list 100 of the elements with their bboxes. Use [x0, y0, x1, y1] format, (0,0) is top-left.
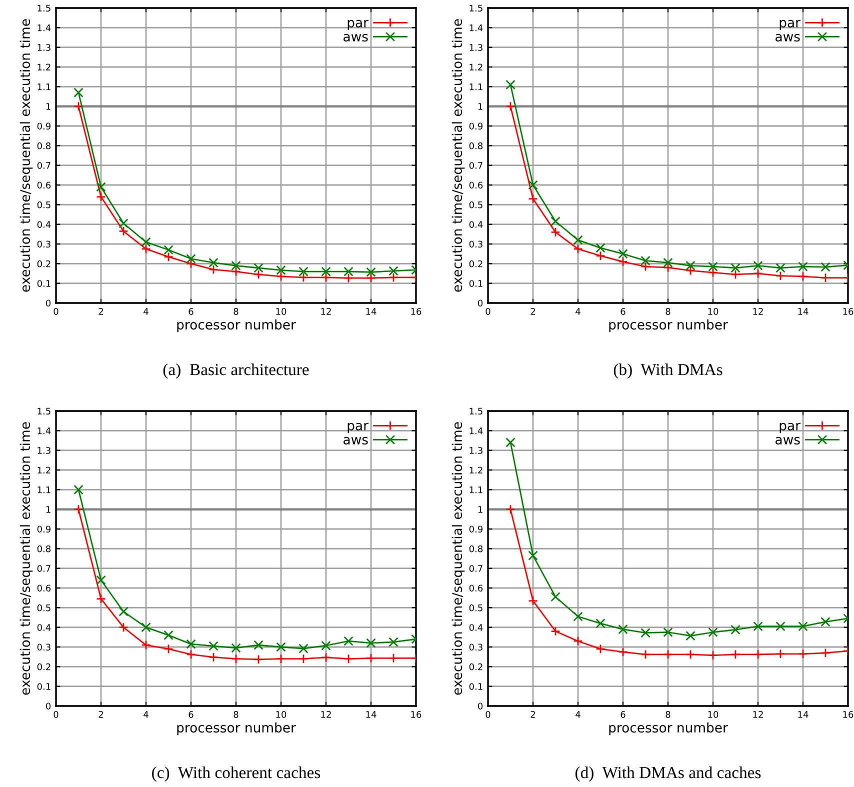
- point: [388, 272, 398, 282]
- point: [686, 650, 696, 660]
- point: [164, 252, 174, 262]
- point: [344, 273, 354, 283]
- point: [388, 637, 398, 647]
- point: [366, 267, 376, 277]
- point: [96, 182, 106, 192]
- point: [186, 254, 196, 264]
- x-tick-label: 6: [188, 711, 194, 718]
- point: [753, 650, 763, 660]
- point: [730, 624, 740, 635]
- y-tick-label: 0.7: [37, 162, 50, 169]
- point: [663, 262, 673, 272]
- y-axis-title: execution time/sequential execution time: [452, 422, 465, 695]
- y-tick-label: 0: [478, 300, 483, 307]
- point: [550, 592, 560, 602]
- point: [573, 636, 583, 646]
- point: [640, 256, 650, 266]
- point: [506, 504, 516, 514]
- x-tick-label: 10: [276, 308, 286, 315]
- point: [388, 266, 398, 276]
- point: [618, 647, 628, 657]
- y-tick-label: 1: [478, 103, 482, 110]
- y-tick-label: 0.6: [37, 182, 51, 189]
- y-axis-title: execution time/sequential execution time: [20, 422, 33, 695]
- point: [663, 258, 673, 268]
- text: (a) Basic architecture: [163, 363, 309, 379]
- y-tick-label: 1.4: [38, 428, 51, 434]
- point: [506, 438, 516, 448]
- point: [298, 654, 308, 664]
- point: [141, 237, 151, 247]
- point: [528, 180, 538, 190]
- x-tick-label: 4: [576, 308, 580, 315]
- point: [276, 272, 286, 282]
- legend-label: par: [348, 422, 368, 434]
- y-tick-label: 0.1: [469, 683, 482, 690]
- point: [776, 271, 786, 281]
- x-tick-label: 12: [753, 308, 763, 315]
- x-axis-title: processor number: [177, 722, 296, 736]
- y-tick-label: 1.3: [470, 447, 482, 454]
- y-tick-label: 0.5: [37, 604, 50, 612]
- x-tick-label: 14: [366, 711, 376, 718]
- y-tick-label: 0.6: [469, 182, 483, 189]
- point: [118, 606, 128, 616]
- y-tick-label: 0.3: [469, 240, 482, 248]
- point: [231, 266, 241, 276]
- y-tick-label: 1.1: [470, 486, 482, 494]
- y-tick-label: 0.1: [37, 683, 50, 690]
- point: [74, 88, 84, 98]
- y-tick-label: 1.5: [470, 408, 482, 415]
- y-tick-label: 0: [46, 702, 51, 710]
- y-tick-label: 0.6: [37, 584, 51, 592]
- point: [164, 245, 174, 255]
- point: [776, 263, 786, 273]
- point: [618, 624, 628, 634]
- point: [74, 484, 84, 495]
- x-tick-label: 2: [98, 711, 103, 718]
- y-tick-label: 0: [46, 300, 51, 307]
- point: [573, 235, 583, 245]
- point: [686, 266, 696, 276]
- point: [186, 650, 196, 660]
- x-tick-label: 16: [843, 308, 854, 315]
- point: [686, 260, 696, 270]
- point: [730, 650, 740, 660]
- point: [276, 642, 286, 652]
- point: [550, 626, 560, 636]
- point: [231, 643, 241, 653]
- point: [208, 264, 218, 274]
- legend-label: aws: [776, 34, 800, 42]
- point: [254, 640, 264, 650]
- point: [366, 653, 376, 664]
- x-axis-title: processor number: [609, 319, 728, 332]
- text: (c) With coherent caches: [152, 766, 320, 782]
- point: [708, 268, 718, 278]
- y-tick-label: 0.7: [37, 565, 50, 572]
- point: [798, 621, 808, 632]
- y-tick-label: 1.2: [470, 64, 482, 70]
- y-tick-label: 1.5: [38, 408, 50, 415]
- legend-label: par: [780, 20, 800, 30]
- point: [640, 628, 650, 638]
- legend-label: par: [348, 20, 368, 30]
- point: [208, 652, 218, 662]
- point: [798, 262, 808, 272]
- y-tick-label: 1: [46, 103, 50, 110]
- x-tick-label: 8: [666, 711, 670, 718]
- point: [321, 640, 331, 650]
- point: [708, 627, 718, 638]
- point: [798, 272, 808, 282]
- point: [344, 654, 354, 664]
- point: [506, 101, 516, 112]
- legend-label: aws: [344, 436, 368, 445]
- point: [141, 622, 151, 632]
- y-tick-label: 0.9: [469, 526, 483, 533]
- y-tick-label: 1.4: [470, 428, 483, 434]
- point: [573, 244, 583, 254]
- point: [776, 649, 786, 659]
- y-tick-label: 0.3: [37, 644, 50, 651]
- point: [753, 260, 763, 270]
- x-tick-label: 16: [411, 711, 422, 718]
- x-tick-label: 10: [708, 308, 718, 315]
